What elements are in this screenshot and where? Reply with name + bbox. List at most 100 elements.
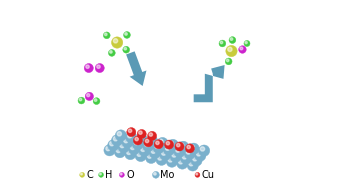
Circle shape bbox=[179, 160, 183, 164]
Circle shape bbox=[87, 94, 90, 97]
Circle shape bbox=[125, 148, 136, 160]
Circle shape bbox=[137, 152, 141, 156]
Circle shape bbox=[134, 140, 139, 145]
Circle shape bbox=[155, 144, 159, 148]
Circle shape bbox=[84, 64, 93, 73]
Circle shape bbox=[156, 154, 167, 165]
Circle shape bbox=[115, 130, 127, 141]
Circle shape bbox=[158, 156, 162, 160]
Circle shape bbox=[147, 154, 152, 158]
Circle shape bbox=[168, 158, 172, 162]
Circle shape bbox=[182, 155, 187, 159]
Circle shape bbox=[128, 129, 132, 132]
Circle shape bbox=[127, 128, 136, 137]
Circle shape bbox=[129, 143, 140, 155]
Circle shape bbox=[100, 173, 101, 175]
Text: O: O bbox=[126, 170, 134, 180]
Circle shape bbox=[180, 143, 184, 147]
Text: Cu: Cu bbox=[202, 170, 215, 180]
Circle shape bbox=[166, 146, 170, 150]
Circle shape bbox=[103, 32, 110, 39]
Circle shape bbox=[187, 145, 190, 149]
Circle shape bbox=[219, 40, 226, 47]
Circle shape bbox=[126, 132, 137, 143]
Circle shape bbox=[145, 152, 157, 163]
Circle shape bbox=[132, 139, 144, 150]
Circle shape bbox=[137, 129, 146, 139]
Circle shape bbox=[148, 137, 153, 142]
Circle shape bbox=[189, 162, 193, 166]
Circle shape bbox=[228, 47, 232, 51]
Circle shape bbox=[200, 147, 205, 151]
Circle shape bbox=[78, 97, 85, 104]
Circle shape bbox=[193, 157, 197, 161]
Circle shape bbox=[229, 37, 236, 43]
Circle shape bbox=[146, 136, 158, 147]
Circle shape bbox=[128, 134, 132, 138]
Text: Mo: Mo bbox=[160, 170, 174, 180]
Circle shape bbox=[104, 145, 115, 156]
Circle shape bbox=[143, 140, 154, 152]
Circle shape bbox=[181, 153, 192, 164]
Circle shape bbox=[156, 141, 159, 145]
Circle shape bbox=[138, 136, 142, 140]
Circle shape bbox=[117, 132, 121, 136]
Circle shape bbox=[123, 32, 130, 38]
Circle shape bbox=[153, 171, 159, 178]
Circle shape bbox=[136, 134, 147, 145]
Circle shape bbox=[123, 46, 130, 53]
Circle shape bbox=[108, 140, 119, 151]
Circle shape bbox=[144, 138, 153, 147]
Circle shape bbox=[225, 58, 232, 65]
Circle shape bbox=[176, 143, 180, 147]
Circle shape bbox=[230, 38, 233, 40]
Circle shape bbox=[114, 137, 118, 141]
Circle shape bbox=[195, 150, 206, 161]
Circle shape bbox=[122, 137, 133, 148]
Circle shape bbox=[133, 136, 143, 145]
Circle shape bbox=[166, 156, 177, 167]
Circle shape bbox=[116, 148, 120, 153]
Circle shape bbox=[130, 145, 135, 149]
Circle shape bbox=[185, 144, 195, 153]
Text: C: C bbox=[86, 170, 93, 180]
Text: H: H bbox=[105, 170, 113, 180]
Circle shape bbox=[149, 133, 153, 136]
Circle shape bbox=[124, 47, 127, 50]
Circle shape bbox=[97, 65, 100, 68]
Circle shape bbox=[81, 173, 82, 175]
Circle shape bbox=[220, 41, 223, 44]
Circle shape bbox=[188, 143, 199, 154]
Circle shape bbox=[195, 172, 200, 177]
Circle shape bbox=[109, 51, 112, 53]
Circle shape bbox=[93, 98, 100, 105]
Circle shape bbox=[177, 141, 189, 153]
Circle shape bbox=[111, 37, 123, 48]
Circle shape bbox=[163, 144, 175, 156]
Circle shape bbox=[120, 173, 122, 175]
Circle shape bbox=[159, 139, 163, 143]
Circle shape bbox=[135, 137, 139, 141]
Circle shape bbox=[149, 147, 161, 159]
Circle shape bbox=[119, 172, 124, 177]
Circle shape bbox=[226, 59, 229, 62]
Circle shape bbox=[176, 148, 180, 152]
Circle shape bbox=[198, 145, 210, 156]
Circle shape bbox=[80, 172, 84, 177]
Circle shape bbox=[135, 150, 146, 162]
Circle shape bbox=[226, 45, 237, 57]
Circle shape bbox=[139, 131, 142, 134]
Circle shape bbox=[95, 64, 104, 73]
Circle shape bbox=[86, 65, 89, 68]
Circle shape bbox=[118, 142, 129, 153]
Circle shape bbox=[190, 145, 194, 149]
Circle shape bbox=[124, 139, 128, 143]
Circle shape bbox=[170, 151, 181, 162]
Circle shape bbox=[111, 135, 123, 146]
Circle shape bbox=[127, 150, 131, 154]
Circle shape bbox=[153, 142, 165, 154]
Circle shape bbox=[94, 99, 97, 101]
Circle shape bbox=[177, 158, 188, 169]
Circle shape bbox=[157, 137, 168, 149]
Circle shape bbox=[172, 153, 176, 157]
